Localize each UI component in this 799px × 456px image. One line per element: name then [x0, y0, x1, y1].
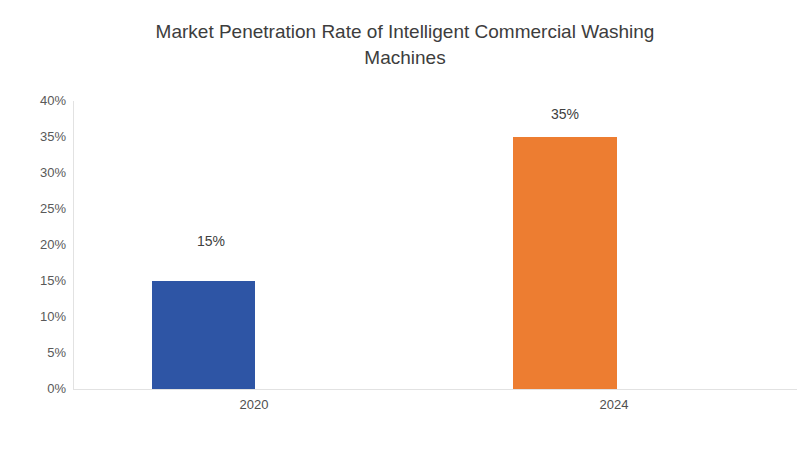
y-tick-label: 0%	[0, 381, 66, 397]
chart-title-line1: Market Penetration Rate of Intelligent C…	[11, 19, 799, 45]
x-tick-label-2024: 2024	[574, 397, 654, 413]
data-label-2024: 35%	[525, 106, 605, 122]
chart-title: Market Penetration Rate of Intelligent C…	[0, 19, 799, 71]
bar-2024	[513, 137, 617, 389]
x-tick-label-2020: 2020	[214, 397, 294, 413]
data-label-2020: 15%	[171, 233, 251, 249]
y-tick-label: 35%	[0, 129, 66, 145]
y-tick-label: 25%	[0, 201, 66, 217]
y-tick-label: 30%	[0, 165, 66, 181]
chart-canvas: Market Penetration Rate of Intelligent C…	[0, 0, 799, 456]
y-tick-label: 10%	[0, 309, 66, 325]
chart-title-line2: Machines	[11, 45, 799, 71]
y-tick-label: 40%	[0, 93, 66, 109]
y-tick-label: 5%	[0, 345, 66, 361]
y-tick-label: 20%	[0, 237, 66, 253]
bar-2020	[152, 281, 255, 389]
x-axis-line	[73, 389, 797, 390]
y-axis-line	[73, 101, 74, 389]
y-tick-label: 15%	[0, 273, 66, 289]
